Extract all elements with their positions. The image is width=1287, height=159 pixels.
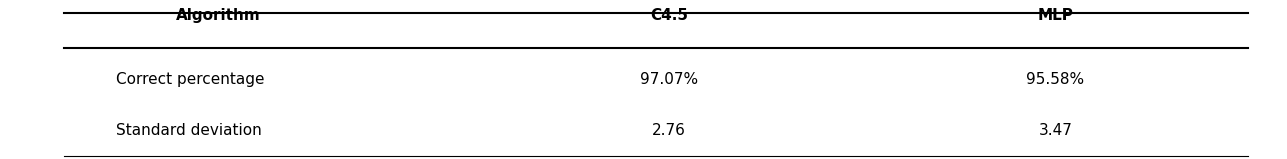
- Text: 97.07%: 97.07%: [640, 72, 699, 87]
- Text: Algorithm: Algorithm: [176, 8, 261, 23]
- Text: Standard deviation: Standard deviation: [116, 123, 261, 138]
- Text: 3.47: 3.47: [1039, 123, 1072, 138]
- Text: C4.5: C4.5: [650, 8, 689, 23]
- Text: MLP: MLP: [1037, 8, 1073, 23]
- Text: Correct percentage: Correct percentage: [116, 72, 264, 87]
- Text: 95.58%: 95.58%: [1026, 72, 1085, 87]
- Text: 2.76: 2.76: [653, 123, 686, 138]
